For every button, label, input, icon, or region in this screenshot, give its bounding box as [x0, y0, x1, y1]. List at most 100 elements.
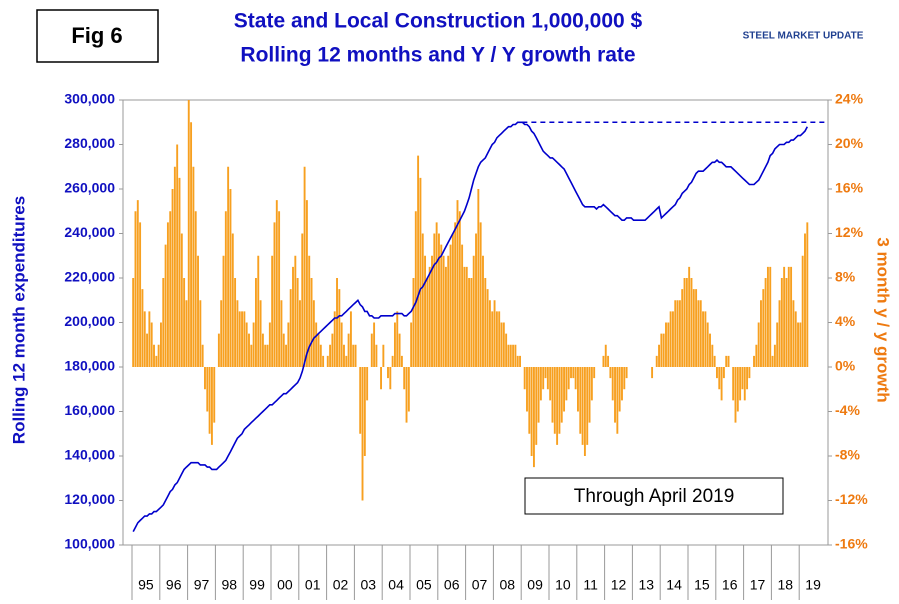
bar — [757, 322, 760, 367]
annotation: Through April 2019 — [574, 486, 735, 507]
bar — [470, 278, 473, 367]
bar — [183, 278, 186, 367]
y2-tick-label: -12% — [835, 491, 868, 507]
bar — [227, 166, 230, 367]
bar — [560, 367, 563, 423]
x-tick-label: 19 — [805, 577, 821, 593]
bar — [588, 367, 591, 423]
bar — [741, 367, 744, 390]
bar — [150, 322, 153, 367]
bar — [685, 278, 688, 367]
bar — [312, 300, 315, 367]
bar — [141, 289, 144, 367]
bar — [157, 344, 160, 367]
bar — [456, 200, 459, 367]
bar — [419, 177, 422, 367]
bar — [449, 244, 452, 367]
bar — [210, 367, 213, 445]
bar — [326, 355, 329, 367]
x-tick-label: 96 — [166, 577, 182, 593]
bar — [435, 222, 438, 367]
bar — [662, 333, 665, 367]
bar — [623, 367, 626, 390]
bar — [162, 278, 165, 367]
bar — [287, 322, 290, 367]
bar — [271, 255, 274, 367]
bar — [238, 311, 241, 367]
bar — [692, 289, 695, 367]
bar — [472, 255, 475, 367]
bar — [199, 300, 202, 367]
bar — [248, 333, 250, 367]
y-tick-label: 220,000 — [64, 269, 115, 285]
bar — [292, 266, 294, 367]
bar — [433, 233, 436, 367]
bar — [720, 367, 723, 401]
x-tick-label: 07 — [472, 577, 488, 593]
bar — [658, 344, 660, 367]
bar — [299, 300, 301, 367]
bar — [769, 266, 772, 367]
bar — [766, 266, 769, 367]
bar — [245, 322, 248, 367]
bar — [231, 233, 234, 367]
x-tick-label: 99 — [249, 577, 265, 593]
bar — [444, 266, 447, 367]
bar — [551, 367, 554, 423]
bar — [616, 367, 619, 434]
bar — [556, 367, 559, 445]
bar — [625, 367, 628, 379]
bar — [447, 255, 450, 367]
y2-tick-label: -16% — [835, 536, 868, 552]
bar — [776, 322, 779, 367]
bar — [294, 255, 297, 367]
bar — [558, 367, 561, 434]
bar — [519, 355, 521, 367]
bar — [475, 233, 477, 367]
bar — [753, 355, 755, 367]
bar — [250, 344, 253, 367]
bar — [590, 367, 593, 401]
bar — [762, 289, 765, 367]
bar — [690, 278, 693, 367]
bar — [537, 367, 540, 423]
bar — [563, 367, 566, 412]
bar — [187, 100, 190, 367]
chart-title: State and Local Construction 1,000,000 $ — [234, 10, 643, 33]
bar — [310, 278, 313, 367]
bar — [185, 300, 188, 367]
bar — [254, 278, 257, 367]
bar — [217, 333, 220, 367]
bar — [586, 367, 589, 445]
bar — [614, 367, 616, 423]
bar — [363, 367, 366, 456]
bar — [380, 367, 382, 390]
bar — [577, 367, 579, 412]
bar — [333, 311, 336, 367]
bar — [797, 322, 799, 367]
bar — [442, 255, 445, 367]
bar — [366, 367, 369, 401]
bar — [424, 255, 427, 367]
bar — [574, 367, 577, 390]
bar — [400, 355, 403, 367]
y-tick-label: 200,000 — [64, 313, 115, 329]
bar — [532, 367, 535, 468]
x-tick-label: 95 — [138, 577, 154, 593]
x-tick-label: 17 — [750, 577, 766, 593]
bar — [542, 367, 545, 390]
y-tick-label: 240,000 — [64, 224, 115, 240]
bar — [343, 344, 345, 367]
bar — [549, 367, 552, 401]
bar — [787, 266, 790, 367]
bar — [273, 222, 276, 367]
bar — [391, 355, 394, 367]
bar — [804, 233, 806, 367]
bar — [264, 344, 267, 367]
chart-subtitle: Rolling 12 months and Y / Y growth rate — [240, 44, 635, 67]
bar — [206, 367, 209, 412]
bar — [530, 367, 533, 456]
bar — [340, 322, 343, 367]
bar — [507, 344, 510, 367]
bar — [347, 333, 350, 367]
